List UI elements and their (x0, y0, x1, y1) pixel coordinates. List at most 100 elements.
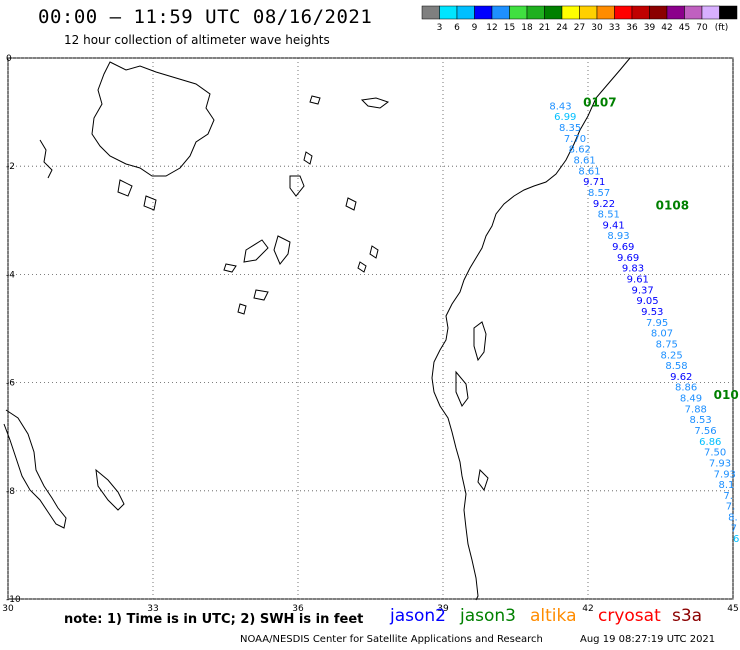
small-lake-12 (357, 261, 367, 273)
generation-timestamp: Aug 19 08:27:19 UTC 2021 (580, 634, 716, 645)
wave-height-value: 7.93 (714, 469, 736, 480)
lake-island-a (117, 179, 133, 197)
color-scale-bar: 3 6 9 12 15 18 21 24 27 30 33 36 39 42 45 70 (ft) (421, 5, 738, 33)
coastline-mainland (431, 57, 631, 601)
colorbar-label: 30 (591, 23, 603, 33)
colorbar-swatch (526, 5, 545, 20)
wave-height-value: 8.86 (675, 383, 697, 394)
wave-height-value: 9.71 (583, 177, 605, 188)
pemba-island (477, 468, 489, 492)
wave-height-value: 9.61 (627, 275, 649, 286)
small-lake-3 (289, 175, 305, 197)
colorbar-swatch (579, 5, 598, 20)
lake-tanganyika (3, 409, 67, 529)
wave-height-value: 8.61 (574, 155, 596, 166)
wave-height-value: 8.49 (680, 394, 702, 405)
colorbar-swatch (649, 5, 668, 20)
wave-height-value: 7.70 (564, 134, 586, 145)
lake-island-b (143, 195, 157, 211)
small-lake-1 (243, 239, 269, 263)
colorbar-swatch (491, 5, 510, 20)
wave-height-value: 8.1 (719, 480, 735, 491)
colorbar-swatch (474, 5, 493, 20)
wave-height-value: 8.75 (656, 339, 678, 350)
wave-height-value: 7. (723, 491, 733, 502)
wave-height-value: 6 (733, 534, 739, 545)
x-tick-label: 33 (147, 604, 158, 614)
y-tick-label: -6 (6, 379, 15, 389)
small-lake-4 (360, 97, 390, 109)
colorbar-swatch (719, 5, 738, 20)
x-tick-label: 36 (292, 604, 304, 614)
map-title: 00:00 – 11:59 UTC 08/16/2021 (38, 6, 373, 28)
satellite-altika: altika (530, 606, 577, 626)
small-lake-10 (369, 245, 379, 259)
wave-height-value: 7.50 (704, 448, 726, 459)
colorbar-swatch (439, 5, 458, 20)
small-lake-5 (253, 289, 269, 301)
satellite-cryosat: cryosat (598, 606, 661, 626)
colorbar-label: 33 (609, 23, 620, 33)
wave-height-value: 9.41 (603, 220, 625, 231)
credit-line: NOAA/NESDIS Center for Satellite Applica… (240, 634, 543, 645)
wave-height-value: 8.51 (598, 210, 620, 221)
colorbar-swatch (701, 5, 720, 20)
small-lake-11 (237, 303, 247, 315)
wave-height-value: 8.57 (588, 188, 610, 199)
colorbar-label: 27 (574, 23, 585, 33)
zanzibar-island (473, 321, 487, 362)
small-lake-9 (303, 151, 313, 165)
colorbar-swatch (631, 5, 650, 20)
colorbar-unit: (ft) (715, 23, 729, 33)
wave-height-value: 7.56 (694, 426, 716, 437)
mafia-island (455, 370, 469, 407)
wave-height-value: 7. (726, 502, 736, 513)
wave-height-value: 8.61 (578, 166, 600, 177)
small-lake-7 (345, 197, 357, 211)
wave-height-value: 7.93 (709, 458, 731, 469)
colorbar-label: 15 (504, 23, 515, 33)
colorbar-swatch (421, 5, 440, 20)
wave-height-value: 9.83 (622, 264, 644, 275)
lake-shore-detail (39, 139, 53, 179)
coastline (3, 57, 631, 601)
y-tick-label: -2 (6, 162, 15, 172)
colorbar-swatch (666, 5, 685, 20)
x-tick-label: 30 (2, 604, 14, 614)
wave-height-value: 9.69 (612, 242, 634, 253)
colorbar-swatch (684, 5, 703, 20)
wave-height-value: 9.05 (636, 296, 658, 307)
wave-height-value: 8.35 (559, 123, 581, 134)
pass-labels: 0107 0108 010 (583, 96, 739, 402)
colorbar-label: 70 (696, 23, 708, 33)
wave-height-value: 9.37 (632, 285, 654, 296)
wave-height-value: 8. (728, 513, 738, 524)
map-frame (7, 57, 734, 600)
colorbar-label: 12 (486, 23, 497, 33)
colorbar-label: 6 (454, 23, 460, 33)
wave-height-value: 7.88 (685, 404, 707, 415)
colorbar-label: 45 (679, 23, 690, 33)
wave-height-value: 8.62 (569, 145, 591, 156)
small-lake-8 (309, 95, 321, 105)
colorbar-label: 39 (644, 23, 656, 33)
wave-height-value: 7 (731, 523, 737, 534)
wave-height-value: 8.58 (665, 361, 687, 372)
wave-height-value: 6.99 (554, 112, 576, 123)
x-tick-label: 39 (437, 604, 449, 614)
wave-height-labels: 8.436.998.357.708.628.618.619.718.579.22… (549, 101, 739, 545)
colorbar-label: 42 (661, 23, 672, 33)
satellite-jason2: jason2 (390, 606, 446, 626)
wave-height-value: 8.43 (549, 101, 571, 112)
lake-victoria (91, 61, 215, 177)
small-lake-2 (273, 235, 291, 265)
colorbar-swatch (596, 5, 615, 20)
colorbar-label: 21 (539, 23, 550, 33)
colorbar-label: 9 (472, 23, 478, 33)
wave-height-value: 8.07 (651, 329, 673, 340)
satellite-s3a: s3a (672, 606, 703, 626)
wave-height-value: 8.93 (607, 231, 629, 242)
footer-note: note: 1) Time is in UTC; 2) SWH is in fe… (64, 612, 364, 627)
y-tick-label: -8 (6, 487, 15, 497)
